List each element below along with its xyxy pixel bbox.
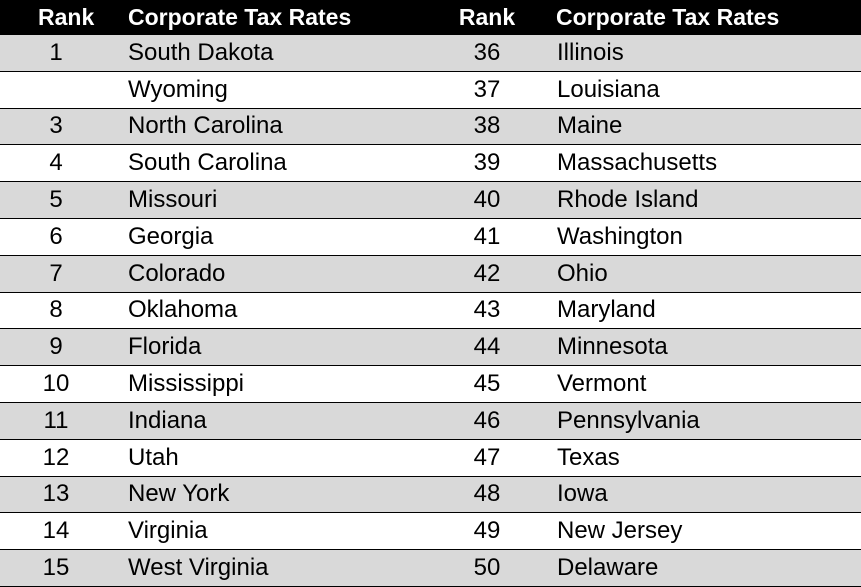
header-name-left: Corporate Tax Rates: [128, 4, 352, 30]
rank-right-cell: 41: [473, 222, 501, 250]
table-row: 4 South Carolina 39 Massachusetts: [0, 145, 861, 183]
rank-right-cell: 40: [473, 186, 501, 214]
state-left-cell: Georgia: [128, 222, 214, 250]
rank-left-cell: 8: [49, 296, 63, 324]
rank-right-cell: 39: [473, 149, 501, 177]
rank-left-cell: 12: [42, 443, 70, 471]
state-left-cell: Colorado: [128, 259, 226, 287]
state-right-cell: Rhode Island: [557, 186, 699, 214]
state-right-cell: Ohio: [557, 259, 608, 287]
rank-right-cell: 47: [473, 443, 501, 471]
rank-left-cell: 6: [49, 222, 63, 250]
table-row: 11 Indiana 46 Pennsylvania: [0, 402, 861, 440]
table-body: 1 South Dakota 36 Illinois Wyoming 37 Louisian…: [0, 35, 861, 587]
table-row: 5 Missouri 40 Rhode Island: [0, 182, 861, 219]
rank-left-cell: 10: [42, 370, 70, 398]
rank-left-cell: 1: [49, 38, 63, 66]
table-row: 10 Mississippi 45 Vermont: [0, 366, 861, 403]
state-right-cell: Illinois: [557, 38, 624, 66]
state-left-cell: Florida: [128, 333, 202, 361]
state-left-cell: New York: [128, 480, 230, 508]
state-right-cell: Massachusetts: [557, 149, 718, 177]
state-right-cell: Maryland: [557, 296, 656, 324]
rank-right-cell: 50: [473, 554, 501, 582]
rank-left-cell: 11: [43, 406, 69, 434]
header-rank-left: Rank: [38, 4, 95, 30]
state-right-cell: Maine: [557, 112, 623, 140]
rank-left-cell: 3: [49, 112, 63, 140]
rank-right-cell: 44: [473, 333, 501, 361]
rank-right-cell: 46: [473, 406, 501, 434]
table-row: Wyoming 37 Louisiana: [0, 72, 861, 109]
rank-left-cell: 9: [49, 333, 63, 361]
rank-left-cell: 13: [42, 480, 70, 508]
table-row: 15 West Virginia 50 Delaware: [0, 550, 861, 587]
table-row: 12 Utah 47 Texas: [0, 440, 861, 477]
table-row: 3 North Carolina 38 Maine: [0, 108, 861, 146]
state-right-cell: Pennsylvania: [557, 406, 700, 434]
rank-right-cell: 38: [473, 112, 501, 140]
state-left-cell: Wyoming: [128, 75, 228, 103]
state-right-cell: Texas: [557, 443, 620, 471]
rank-right-cell: 43: [473, 296, 501, 324]
state-right-cell: Vermont: [557, 370, 647, 398]
state-left-cell: Virginia: [128, 517, 208, 545]
table-row: 7 Colorado 42 Ohio: [0, 255, 861, 293]
rank-right-cell: 49: [473, 517, 501, 545]
state-left-cell: Missouri: [128, 186, 218, 214]
state-left-cell: North Carolina: [128, 112, 283, 140]
header-rank-right: Rank: [458, 4, 516, 30]
table-header: Rank Corporate Tax Rates Rank Corporate …: [0, 0, 861, 35]
state-left-cell: Indiana: [128, 406, 207, 434]
state-left-cell: South Carolina: [128, 149, 287, 177]
table-row: 14 Virginia 49 New Jersey: [0, 513, 861, 551]
header-name-right: Corporate Tax Rates: [556, 4, 780, 30]
table-row: 9 Florida 44 Minnesota: [0, 329, 861, 367]
rank-left-cell: 7: [49, 259, 63, 287]
state-right-cell: Delaware: [557, 554, 659, 582]
state-right-cell: Iowa: [557, 480, 608, 508]
state-right-cell: New Jersey: [557, 517, 683, 545]
table-row: 13 New York 48 Iowa: [0, 476, 861, 514]
rank-left-cell: 15: [42, 554, 70, 582]
rank-left-cell: 4: [49, 149, 63, 177]
table-row: 8 Oklahoma 43 Maryland: [0, 293, 861, 330]
table-row: 6 Georgia 41 Washington: [0, 219, 861, 256]
state-right-cell: Washington: [557, 222, 683, 250]
rank-right-cell: 36: [473, 38, 501, 66]
rank-left-cell: 14: [42, 517, 70, 545]
state-right-cell: Minnesota: [557, 333, 668, 361]
state-left-cell: Utah: [128, 443, 179, 471]
state-left-cell: South Dakota: [128, 38, 274, 66]
state-right-cell: Louisiana: [557, 75, 660, 103]
rank-right-cell: 45: [473, 370, 501, 398]
rank-left-cell: 5: [49, 186, 63, 214]
state-left-cell: Oklahoma: [128, 296, 238, 324]
table-row: 1 South Dakota 36 Illinois: [0, 35, 861, 72]
rank-right-cell: 48: [473, 480, 501, 508]
rank-right-cell: 42: [473, 259, 501, 287]
state-left-cell: Mississippi: [128, 370, 245, 398]
rank-right-cell: 37: [473, 75, 501, 103]
state-left-cell: West Virginia: [128, 554, 269, 582]
